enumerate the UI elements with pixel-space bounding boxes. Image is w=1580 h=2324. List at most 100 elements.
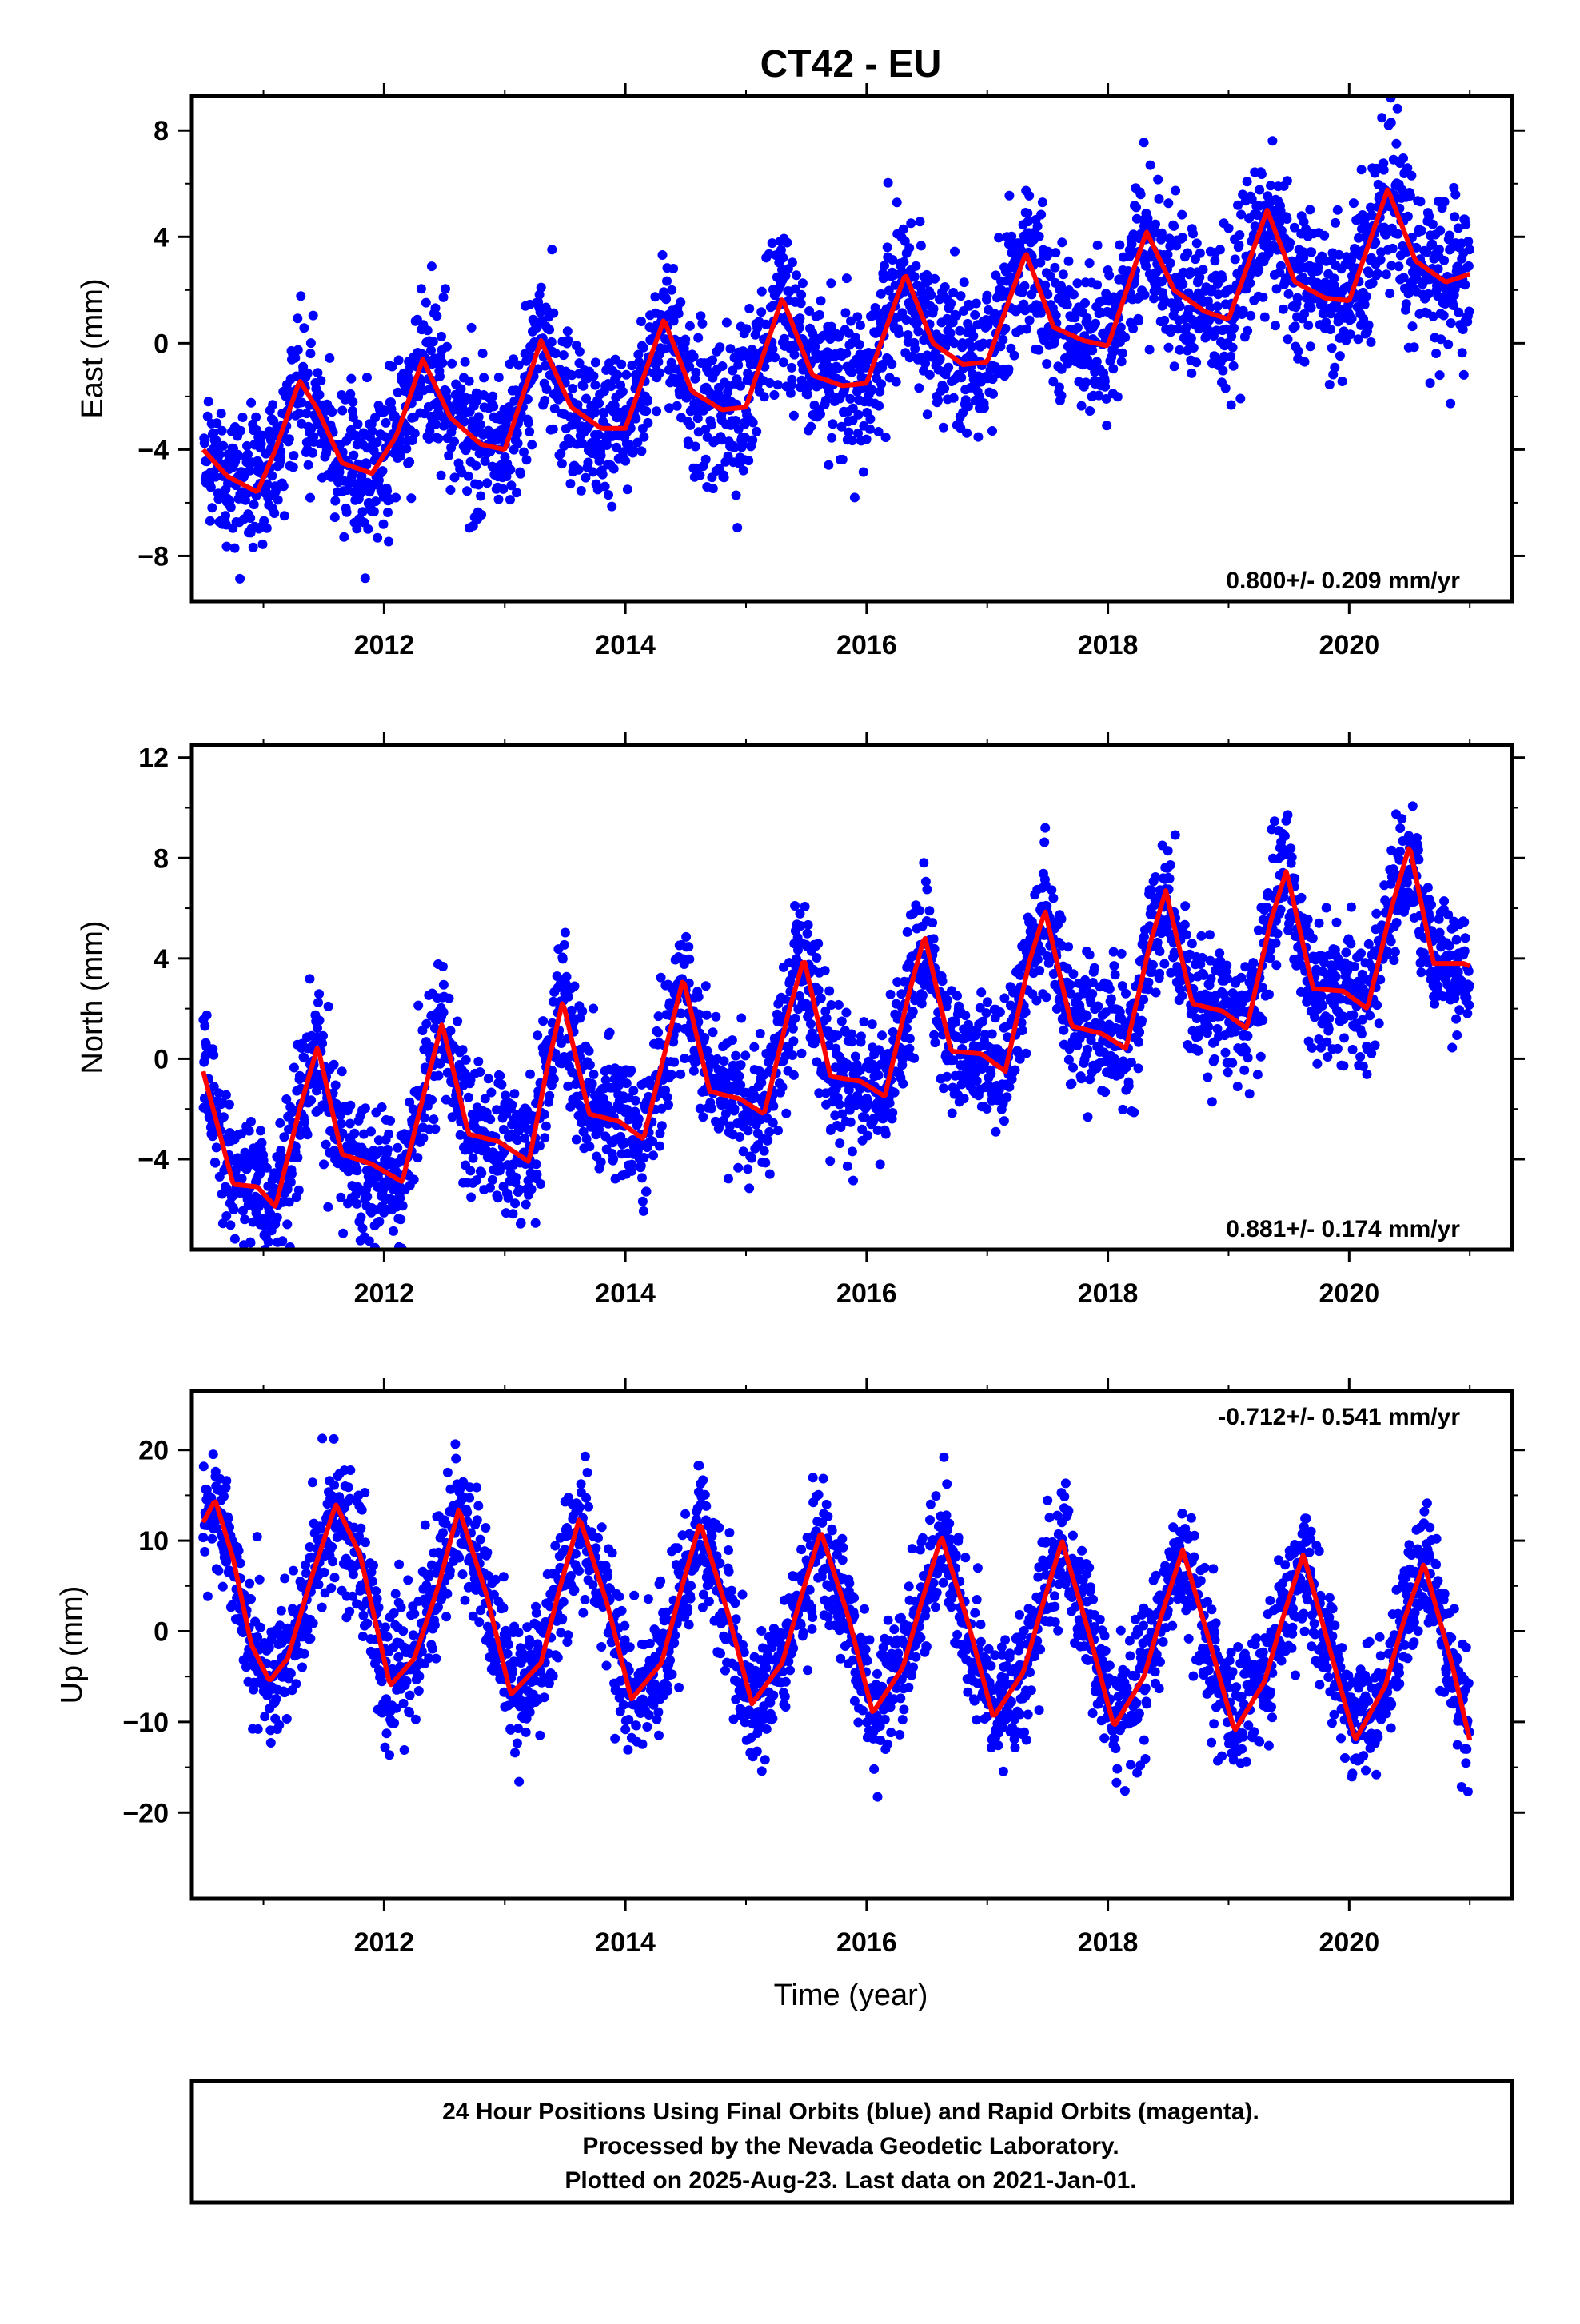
data-point [658,250,668,260]
data-point [531,1218,541,1228]
data-point [1104,270,1114,280]
data-point [1439,256,1449,265]
data-point [264,1238,273,1247]
data-point [477,510,486,520]
data-point [744,456,753,465]
data-point [669,1058,679,1067]
data-point [972,1076,982,1086]
data-point [384,1130,393,1139]
data-point [476,492,485,501]
data-point [1069,289,1079,299]
data-point [464,472,473,481]
data-point [285,434,294,444]
data-point [788,1024,798,1034]
data-point [560,940,569,950]
data-point [1303,321,1313,330]
data-point [770,353,780,362]
data-point [434,1071,444,1081]
data-point [892,197,902,207]
data-point [379,520,389,529]
data-point [563,326,573,336]
data-point [545,1091,554,1101]
y-tick-label: −8 [138,541,169,572]
data-point [724,1174,733,1183]
data-point [747,1154,756,1163]
data-point [916,217,925,226]
data-point [822,1014,832,1023]
data-point [636,446,646,456]
data-point [482,478,492,488]
data-point [1446,399,1455,409]
data-point [1057,237,1067,247]
data-point [273,1213,282,1222]
data-point [488,392,497,401]
data-point [835,1138,844,1148]
data-point [346,374,356,384]
data-point [962,429,972,438]
data-point [588,1079,597,1089]
data-point [202,1011,212,1020]
y-tick-label: 4 [154,222,169,253]
data-point [779,357,788,367]
data-point [421,1019,431,1029]
data-point [308,448,317,458]
data-point [852,312,862,321]
data-point [664,1100,673,1110]
data-point [768,238,777,248]
data-point [640,1153,649,1162]
data-point [427,261,437,271]
data-point [338,1229,348,1238]
data-point [930,1038,940,1047]
data-point [469,1154,478,1163]
data-point [976,987,986,997]
data-point [564,992,573,1002]
data-point [535,1141,545,1150]
data-point [708,484,718,493]
data-point [667,1070,676,1080]
data-point [662,277,672,286]
data-point [773,380,783,389]
data-point [876,379,886,389]
data-point [1120,333,1130,342]
data-point [650,292,660,301]
data-point [995,1007,1005,1017]
data-point [337,406,347,416]
data-point [844,428,853,437]
data-point [1136,189,1146,199]
data-point [744,1183,754,1193]
data-point [1428,220,1438,229]
data-point [748,436,757,445]
data-point [1291,321,1300,331]
data-point [570,982,580,991]
data-point [575,347,585,357]
data-point [551,349,561,358]
data-point [1171,186,1180,196]
data-point [1285,238,1295,248]
data-point [634,1114,644,1124]
data-point [760,1146,769,1156]
data-point [930,274,940,284]
data-point [327,407,337,417]
data-point [245,513,255,523]
data-point [286,1178,296,1187]
data-point [413,1001,423,1011]
data-point [1379,165,1389,175]
data-point [905,1034,915,1043]
data-point [856,1031,866,1041]
data-point [1403,212,1413,221]
data-point [1279,305,1288,314]
data-point [383,1145,393,1154]
data-point [1386,118,1396,127]
data-point [720,472,729,482]
data-point [1021,1049,1031,1058]
data-point [1327,343,1337,353]
data-point [1435,226,1445,236]
data-point [1011,1066,1020,1075]
data-point [684,942,693,951]
data-point [441,284,450,293]
data-point [1020,281,1030,291]
data-point [289,451,298,460]
data-point [865,425,875,434]
data-point [757,287,767,297]
